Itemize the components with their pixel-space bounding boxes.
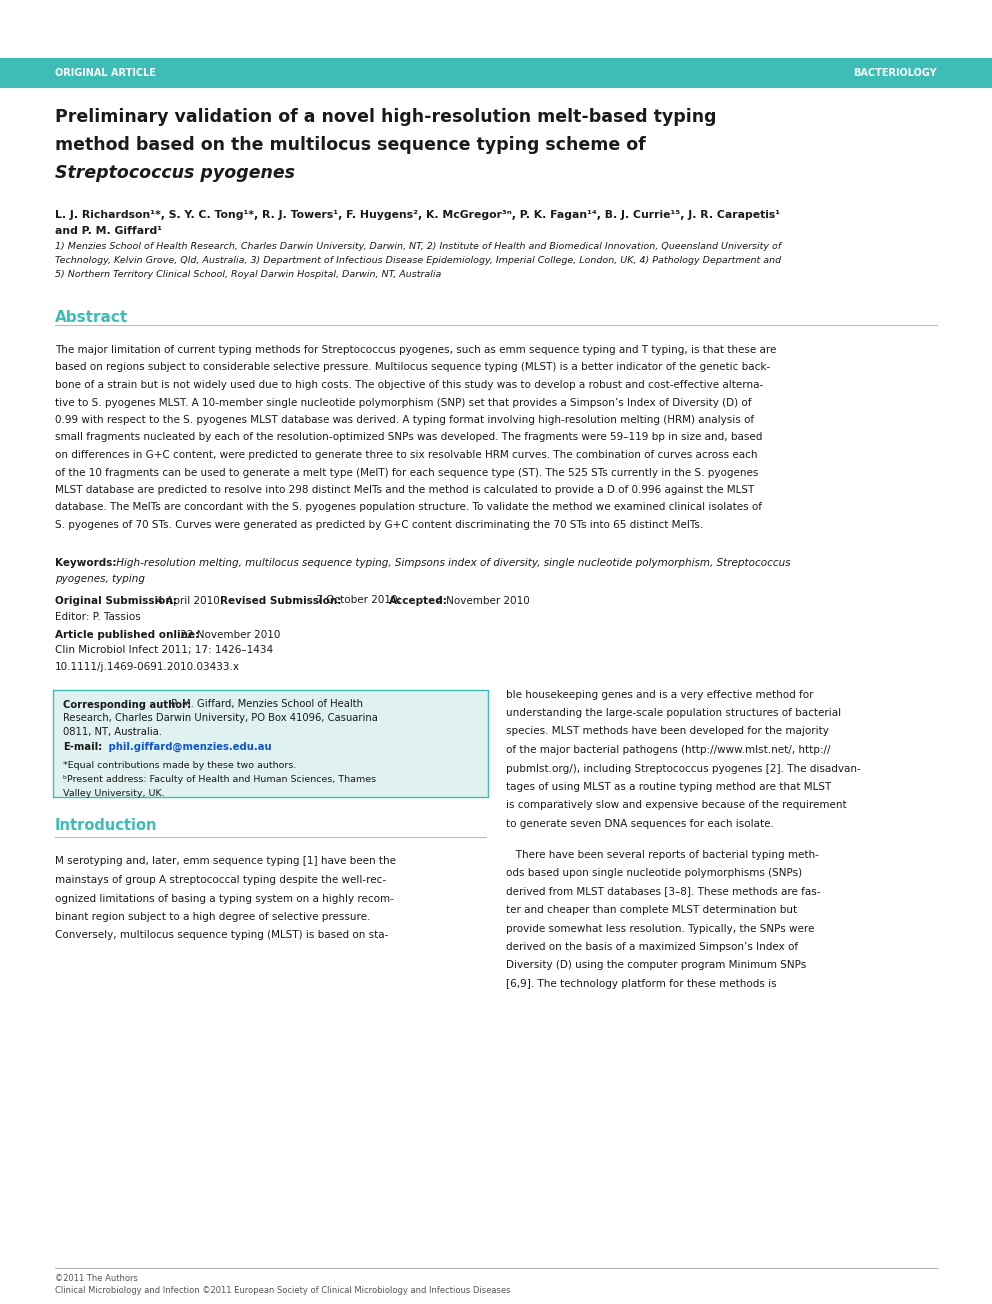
Text: tive to S. pyogenes MLST. A 10-member single nucleotide polymorphism (SNP) set t: tive to S. pyogenes MLST. A 10-member si… bbox=[55, 398, 752, 407]
Text: Conversely, multilocus sequence typing (MLST) is based on sta-: Conversely, multilocus sequence typing (… bbox=[55, 931, 389, 940]
Text: ORIGINAL ARTICLE: ORIGINAL ARTICLE bbox=[55, 68, 156, 78]
Text: 5) Northern Territory Clinical School, Royal Darwin Hospital, Darwin, NT, Austra: 5) Northern Territory Clinical School, R… bbox=[55, 270, 441, 279]
Text: derived on the basis of a maximized Simpson’s Index of: derived on the basis of a maximized Simp… bbox=[506, 941, 799, 952]
Text: ods based upon single nucleotide polymorphisms (SNPs): ods based upon single nucleotide polymor… bbox=[506, 868, 803, 878]
Text: ognized limitations of basing a typing system on a highly recom-: ognized limitations of basing a typing s… bbox=[55, 893, 394, 904]
FancyBboxPatch shape bbox=[53, 690, 488, 797]
Text: and P. M. Giffard¹: and P. M. Giffard¹ bbox=[55, 226, 162, 236]
Text: ble housekeeping genes and is a very effective method for: ble housekeeping genes and is a very eff… bbox=[506, 690, 813, 699]
Text: database. The MelTs are concordant with the S. pyogenes population structure. To: database. The MelTs are concordant with … bbox=[55, 502, 762, 512]
Text: 10.1111/j.1469-0691.2010.03433.x: 10.1111/j.1469-0691.2010.03433.x bbox=[55, 661, 240, 672]
Text: Introduction: Introduction bbox=[55, 819, 158, 833]
Text: 1) Menzies School of Health Research, Charles Darwin University, Darwin, NT, 2) : 1) Menzies School of Health Research, Ch… bbox=[55, 243, 782, 250]
Text: *Equal contributions made by these two authors.: *Equal contributions made by these two a… bbox=[63, 762, 297, 771]
Text: method based on the multilocus sequence typing scheme of: method based on the multilocus sequence … bbox=[55, 136, 646, 154]
Text: L. J. Richardson¹*, S. Y. C. Tong¹*, R. J. Towers¹, F. Huygens², K. McGregor³ⁿ, : L. J. Richardson¹*, S. Y. C. Tong¹*, R. … bbox=[55, 210, 780, 220]
Text: tages of using MLST as a routine typing method are that MLST: tages of using MLST as a routine typing … bbox=[506, 782, 831, 792]
Text: E-mail:: E-mail: bbox=[63, 742, 102, 752]
Text: Technology, Kelvin Grove, Qld, Australia, 3) Department of Infectious Disease Ep: Technology, Kelvin Grove, Qld, Australia… bbox=[55, 256, 781, 265]
Text: Original Submission:: Original Submission: bbox=[55, 596, 177, 605]
Text: Streptococcus pyogenes: Streptococcus pyogenes bbox=[55, 164, 295, 183]
Text: small fragments nucleated by each of the resolution-optimized SNPs was developed: small fragments nucleated by each of the… bbox=[55, 433, 763, 442]
Text: of the major bacterial pathogens (http://www.mlst.net/, http://: of the major bacterial pathogens (http:/… bbox=[506, 745, 830, 755]
Text: S. pyogenes of 70 STs. Curves were generated as predicted by G+C content discrim: S. pyogenes of 70 STs. Curves were gener… bbox=[55, 520, 703, 529]
Text: to generate seven DNA sequences for each isolate.: to generate seven DNA sequences for each… bbox=[506, 819, 774, 829]
Text: ©2011 The Authors: ©2011 The Authors bbox=[55, 1274, 138, 1283]
Text: Valley University, UK.: Valley University, UK. bbox=[63, 789, 165, 798]
Text: ᵇPresent address: Faculty of Health and Human Sciences, Thames: ᵇPresent address: Faculty of Health and … bbox=[63, 775, 376, 784]
Bar bbox=[0, 57, 992, 87]
Text: 4 April 2010;: 4 April 2010; bbox=[153, 596, 226, 605]
Text: Accepted:: Accepted: bbox=[389, 596, 447, 605]
Text: M serotyping and, later, emm sequence typing [1] have been the: M serotyping and, later, emm sequence ty… bbox=[55, 857, 396, 866]
Text: There have been several reports of bacterial typing meth-: There have been several reports of bacte… bbox=[506, 849, 818, 859]
Text: P. M. Giffard, Menzies School of Health: P. M. Giffard, Menzies School of Health bbox=[168, 699, 363, 709]
Text: mainstays of group A streptococcal typing despite the well-rec-: mainstays of group A streptococcal typin… bbox=[55, 875, 386, 885]
Text: 7 October 2010;: 7 October 2010; bbox=[312, 596, 405, 605]
Text: BACTERIOLOGY: BACTERIOLOGY bbox=[853, 68, 937, 78]
Text: Abstract: Abstract bbox=[55, 310, 128, 325]
Text: understanding the large-scale population structures of bacterial: understanding the large-scale population… bbox=[506, 708, 841, 719]
Text: Diversity (D) using the computer program Minimum SNPs: Diversity (D) using the computer program… bbox=[506, 961, 806, 970]
Text: Article published online:: Article published online: bbox=[55, 630, 199, 639]
Text: Revised Submission:: Revised Submission: bbox=[220, 596, 341, 605]
Text: on differences in G+C content, were predicted to generate three to six resolvabl: on differences in G+C content, were pred… bbox=[55, 450, 758, 460]
Text: derived from MLST databases [3–8]. These methods are fas-: derived from MLST databases [3–8]. These… bbox=[506, 887, 820, 897]
Text: of the 10 fragments can be used to generate a melt type (MelT) for each sequence: of the 10 fragments can be used to gener… bbox=[55, 468, 758, 477]
Text: species. MLST methods have been developed for the majority: species. MLST methods have been develope… bbox=[506, 726, 829, 737]
Text: is comparatively slow and expensive because of the requirement: is comparatively slow and expensive beca… bbox=[506, 801, 846, 811]
Text: MLST database are predicted to resolve into 298 distinct MelTs and the method is: MLST database are predicted to resolve i… bbox=[55, 485, 754, 496]
Text: The major limitation of current typing methods for Streptococcus pyogenes, such : The major limitation of current typing m… bbox=[55, 346, 777, 355]
Text: 0811, NT, Australia.: 0811, NT, Australia. bbox=[63, 726, 162, 737]
Text: provide somewhat less resolution. Typically, the SNPs were: provide somewhat less resolution. Typica… bbox=[506, 923, 814, 934]
Text: ter and cheaper than complete MLST determination but: ter and cheaper than complete MLST deter… bbox=[506, 905, 798, 915]
Text: Clin Microbiol Infect 2011; 17: 1426–1434: Clin Microbiol Infect 2011; 17: 1426–143… bbox=[55, 645, 273, 656]
Text: Corresponding author:: Corresponding author: bbox=[63, 699, 191, 709]
Text: phil.giffard@menzies.edu.au: phil.giffard@menzies.edu.au bbox=[105, 742, 272, 752]
Text: 4 November 2010: 4 November 2010 bbox=[433, 596, 530, 605]
Text: High-resolution melting, multilocus sequence typing, Simpsons index of diversity: High-resolution melting, multilocus sequ… bbox=[113, 558, 791, 567]
Text: Research, Charles Darwin University, PO Box 41096, Casuarina: Research, Charles Darwin University, PO … bbox=[63, 713, 378, 722]
Text: Preliminary validation of a novel high-resolution melt-based typing: Preliminary validation of a novel high-r… bbox=[55, 108, 716, 126]
Text: bone of a strain but is not widely used due to high costs. The objective of this: bone of a strain but is not widely used … bbox=[55, 379, 763, 390]
Text: 0.99 with respect to the S. pyogenes MLST database was derived. A typing format : 0.99 with respect to the S. pyogenes MLS… bbox=[55, 415, 754, 425]
Text: Clinical Microbiology and Infection ©2011 European Society of Clinical Microbiol: Clinical Microbiology and Infection ©201… bbox=[55, 1286, 511, 1295]
Text: Keywords:: Keywords: bbox=[55, 558, 116, 567]
Text: 22 November 2010: 22 November 2010 bbox=[177, 630, 281, 639]
Text: Editor: P. Tassios: Editor: P. Tassios bbox=[55, 612, 141, 622]
Text: pubmlst.org/), including Streptococcus pyogenes [2]. The disadvan-: pubmlst.org/), including Streptococcus p… bbox=[506, 764, 861, 773]
Text: [6,9]. The technology platform for these methods is: [6,9]. The technology platform for these… bbox=[506, 979, 777, 988]
Text: pyogenes, typing: pyogenes, typing bbox=[55, 574, 145, 583]
Text: binant region subject to a high degree of selective pressure.: binant region subject to a high degree o… bbox=[55, 911, 370, 922]
Text: based on regions subject to considerable selective pressure. Multilocus sequence: based on regions subject to considerable… bbox=[55, 363, 770, 373]
